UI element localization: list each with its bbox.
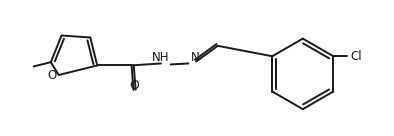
Text: NH: NH xyxy=(152,51,170,64)
Text: O: O xyxy=(48,69,57,83)
Text: N: N xyxy=(191,51,200,64)
Text: O: O xyxy=(130,79,139,92)
Text: Cl: Cl xyxy=(350,50,362,63)
